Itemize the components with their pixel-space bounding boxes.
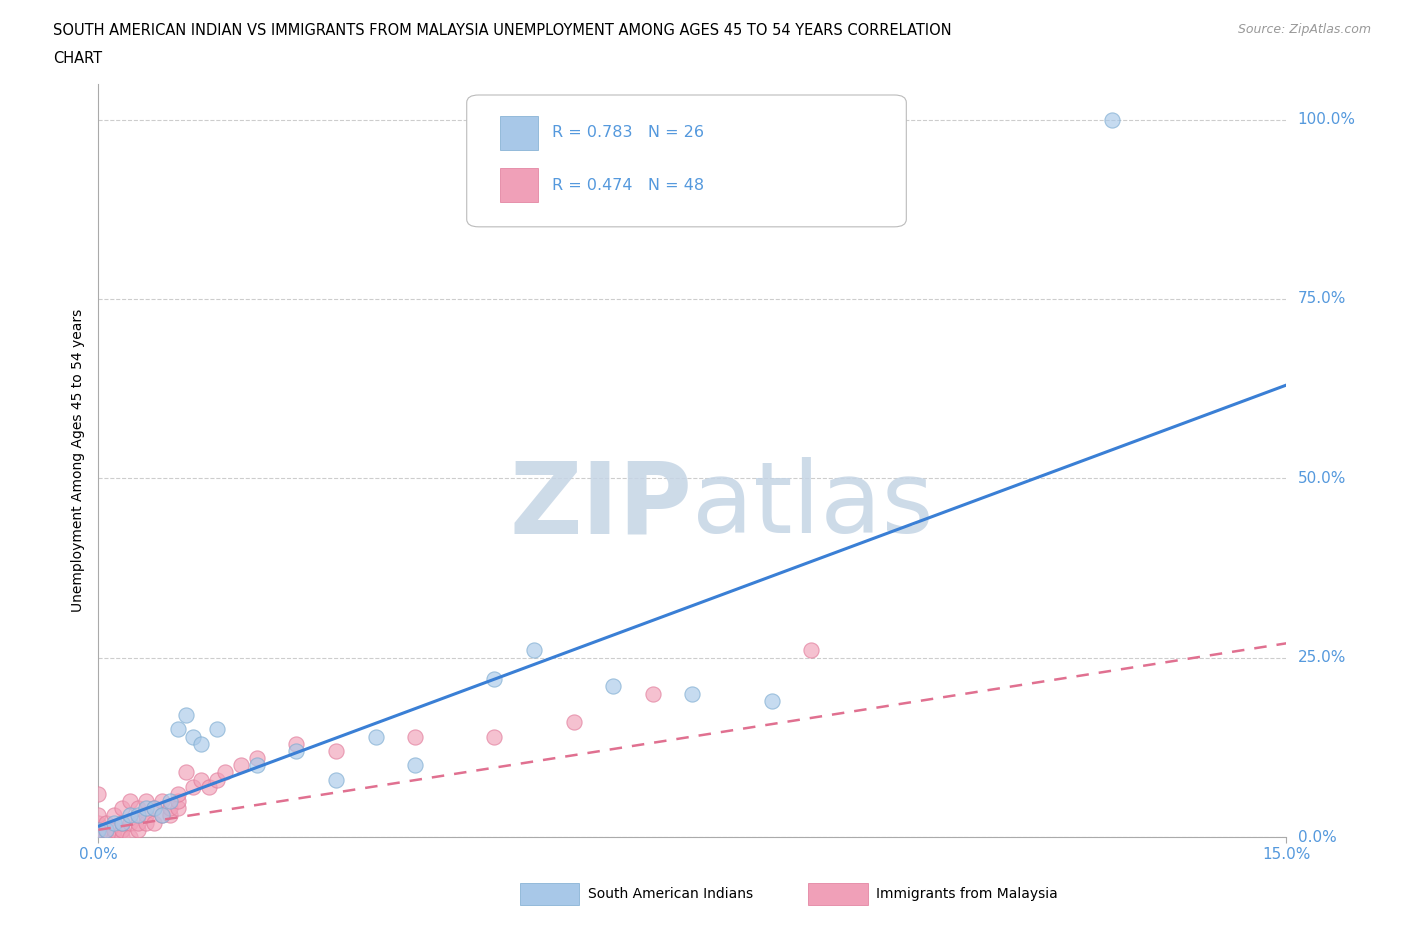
Text: 50.0%: 50.0% bbox=[1298, 471, 1346, 485]
Point bbox=[641, 686, 664, 701]
Point bbox=[103, 822, 125, 837]
Point bbox=[142, 801, 165, 816]
Text: South American Indians: South American Indians bbox=[588, 886, 752, 901]
Point bbox=[166, 787, 188, 802]
Point bbox=[214, 765, 236, 780]
Text: CHART: CHART bbox=[53, 51, 103, 66]
Point bbox=[142, 816, 165, 830]
Point bbox=[87, 822, 110, 837]
Point bbox=[602, 679, 624, 694]
Text: 25.0%: 25.0% bbox=[1298, 650, 1346, 665]
Point bbox=[159, 793, 181, 808]
Point bbox=[174, 765, 197, 780]
Point bbox=[142, 801, 165, 816]
FancyBboxPatch shape bbox=[501, 168, 538, 203]
Point bbox=[205, 772, 228, 787]
Point bbox=[183, 729, 205, 744]
Point bbox=[183, 779, 205, 794]
Point bbox=[111, 801, 134, 816]
FancyBboxPatch shape bbox=[467, 95, 907, 227]
Point bbox=[150, 793, 173, 808]
Point bbox=[111, 816, 134, 830]
Text: R = 0.783   N = 26: R = 0.783 N = 26 bbox=[553, 126, 704, 140]
Text: 100.0%: 100.0% bbox=[1298, 113, 1355, 127]
Point bbox=[120, 793, 142, 808]
Point bbox=[135, 801, 157, 816]
Point bbox=[159, 801, 181, 816]
Point bbox=[166, 801, 188, 816]
Text: 0.0%: 0.0% bbox=[1298, 830, 1336, 844]
Point bbox=[761, 693, 783, 708]
Text: R = 0.474   N = 48: R = 0.474 N = 48 bbox=[553, 178, 704, 193]
Point bbox=[111, 822, 134, 837]
Point bbox=[96, 830, 118, 844]
Point bbox=[166, 793, 188, 808]
Text: 75.0%: 75.0% bbox=[1298, 291, 1346, 306]
Point bbox=[404, 758, 426, 773]
Point bbox=[159, 808, 181, 823]
Point bbox=[150, 808, 173, 823]
Point bbox=[174, 708, 197, 723]
Y-axis label: Unemployment Among Ages 45 to 54 years: Unemployment Among Ages 45 to 54 years bbox=[72, 309, 86, 612]
Point bbox=[127, 816, 149, 830]
Point bbox=[127, 801, 149, 816]
Point bbox=[87, 816, 110, 830]
Point bbox=[96, 816, 118, 830]
Point bbox=[111, 816, 134, 830]
Point bbox=[127, 822, 149, 837]
Text: SOUTH AMERICAN INDIAN VS IMMIGRANTS FROM MALAYSIA UNEMPLOYMENT AMONG AGES 45 TO : SOUTH AMERICAN INDIAN VS IMMIGRANTS FROM… bbox=[53, 23, 952, 38]
Point bbox=[127, 808, 149, 823]
Point bbox=[120, 830, 142, 844]
Point bbox=[285, 737, 308, 751]
Point bbox=[135, 808, 157, 823]
Point bbox=[246, 758, 269, 773]
Point bbox=[150, 808, 173, 823]
Point bbox=[229, 758, 252, 773]
Point bbox=[87, 787, 110, 802]
Point bbox=[484, 729, 506, 744]
Point bbox=[96, 822, 118, 837]
FancyBboxPatch shape bbox=[501, 115, 538, 150]
Point bbox=[523, 643, 546, 658]
Point bbox=[364, 729, 387, 744]
Point bbox=[87, 808, 110, 823]
Point bbox=[325, 772, 347, 787]
Point bbox=[198, 779, 221, 794]
Point bbox=[205, 722, 228, 737]
Point bbox=[103, 830, 125, 844]
Text: ZIP: ZIP bbox=[509, 457, 692, 554]
Point bbox=[135, 816, 157, 830]
Point bbox=[120, 816, 142, 830]
Point bbox=[166, 722, 188, 737]
Point bbox=[120, 808, 142, 823]
Point bbox=[246, 751, 269, 765]
Point bbox=[325, 743, 347, 758]
Point bbox=[135, 793, 157, 808]
Point bbox=[111, 830, 134, 844]
Text: atlas: atlas bbox=[692, 457, 934, 554]
Point bbox=[103, 808, 125, 823]
Point bbox=[484, 671, 506, 686]
Point bbox=[190, 737, 212, 751]
Point bbox=[96, 822, 118, 837]
Point bbox=[404, 729, 426, 744]
Text: Source: ZipAtlas.com: Source: ZipAtlas.com bbox=[1237, 23, 1371, 36]
Text: Immigrants from Malaysia: Immigrants from Malaysia bbox=[876, 886, 1057, 901]
Point bbox=[800, 643, 823, 658]
Point bbox=[562, 715, 585, 730]
Point bbox=[190, 772, 212, 787]
Point bbox=[681, 686, 703, 701]
Point bbox=[87, 822, 110, 837]
Point bbox=[1101, 113, 1123, 127]
Point bbox=[285, 743, 308, 758]
Point bbox=[103, 816, 125, 830]
Point bbox=[87, 830, 110, 844]
